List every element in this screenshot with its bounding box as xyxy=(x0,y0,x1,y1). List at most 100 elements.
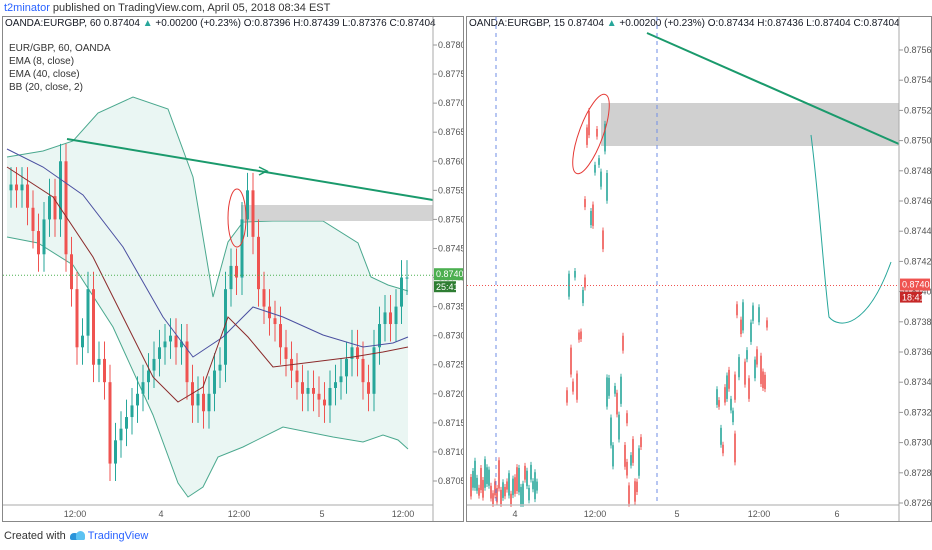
left-candle-body xyxy=(92,289,95,365)
legend-ema-8[interactable]: EMA (8, close) xyxy=(9,56,75,67)
right-candle-body xyxy=(510,493,512,504)
left-candle-body xyxy=(383,312,387,325)
left-ema-8 xyxy=(6,166,409,403)
left-candle-body xyxy=(26,184,29,208)
left-y-tick-label: 0.87300 xyxy=(438,331,463,341)
left-candle-body xyxy=(97,358,101,365)
left-x-tick-label: 5 xyxy=(319,509,324,519)
left-candle-body xyxy=(174,335,178,348)
left-candle-body xyxy=(53,196,57,220)
right-candle-body xyxy=(472,471,474,488)
right-symbol: OANDA:EURGBP, 15 xyxy=(469,18,565,29)
right-candle-body xyxy=(726,375,728,399)
legend-bb[interactable]: BB (20, close, 2) xyxy=(9,82,83,93)
left-candle-body xyxy=(163,341,167,348)
left-candle-body xyxy=(334,382,337,388)
right-candle-body xyxy=(748,378,750,399)
left-y-tick-label: 0.87150 xyxy=(438,418,463,428)
chart-panel-15m[interactable]: OANDA:EURGBP, 15 0.87404 ▲ +0.00200 (+0.… xyxy=(466,16,932,522)
right-candle-body xyxy=(582,289,584,304)
publish-info: published on TradingView.com, April 05, … xyxy=(49,2,331,14)
right-candle-body xyxy=(626,413,628,424)
legend-ema-40[interactable]: EMA (40, close) xyxy=(9,69,80,80)
right-candle-body xyxy=(718,400,720,407)
left-candle-body xyxy=(185,341,189,383)
author-link[interactable]: t2minator xyxy=(4,2,50,14)
right-ohlc: O:0.87434 H:0.87436 L:0.87404 C:0.87404 xyxy=(707,18,900,29)
left-candle-body xyxy=(356,347,359,359)
left-candle-body xyxy=(207,393,211,412)
left-candle-body xyxy=(169,335,172,342)
left-countdown-text: 25:41 xyxy=(436,282,459,292)
left-candle-body xyxy=(37,231,40,255)
left-candle-body xyxy=(119,428,123,441)
chart-panel-60m[interactable]: OANDA:EURGBP, 60 0.87404 ▲ +0.00200 (+0.… xyxy=(2,16,464,522)
right-y-tick-label: 0.87440 xyxy=(904,226,931,236)
right-change: +0.00200 (+0.23%) xyxy=(619,18,705,29)
right-candle-body xyxy=(482,479,484,498)
right-candle-body xyxy=(758,307,760,323)
right-candle-body xyxy=(566,390,568,403)
left-candle-body xyxy=(147,370,150,383)
right-candle-body xyxy=(754,359,756,379)
right-candle-body xyxy=(496,487,498,503)
left-candle-body xyxy=(306,387,310,394)
right-projection-curve xyxy=(810,134,892,324)
right-last: 0.87404 xyxy=(567,18,604,29)
right-candle-body xyxy=(618,414,620,440)
right-candle-body xyxy=(590,210,592,226)
right-y-tick-label: 0.87520 xyxy=(904,105,931,115)
left-candle-body xyxy=(103,358,106,383)
right-y-tick-label: 0.87360 xyxy=(904,347,931,357)
right-candle-body xyxy=(738,357,740,378)
left-candle-body xyxy=(224,289,227,365)
right-candle-body xyxy=(744,361,746,385)
right-y-tick-label: 0.87480 xyxy=(904,166,931,176)
right-candle-body xyxy=(762,371,764,389)
right-candle-body xyxy=(750,322,752,342)
right-candle-body xyxy=(592,204,594,226)
left-candle-body xyxy=(213,370,216,394)
right-candle-body xyxy=(626,461,628,476)
left-candle-body xyxy=(323,399,326,406)
right-chart-svg[interactable]: 0.87260 0.87280 0.87300 0.87320 0.87340 0.873… xyxy=(467,17,931,521)
right-candle-body xyxy=(500,489,502,504)
left-chart-svg[interactable]: 0.87050 0.87100 0.87150 0.87200 0.87250 0.873… xyxy=(3,17,463,521)
right-candle-body xyxy=(624,444,626,467)
left-x-tick-label: 12:00 xyxy=(64,509,87,519)
left-candle-body xyxy=(42,219,46,255)
right-candle-body xyxy=(476,477,478,491)
right-candle-body xyxy=(494,481,496,496)
left-y-tick-label: 0.87600 xyxy=(438,156,463,166)
right-candle-body xyxy=(720,427,722,445)
right-candle-body xyxy=(620,376,622,404)
tradingview-logo-icon xyxy=(69,531,86,541)
left-ema-40 xyxy=(6,148,409,358)
left-y-tick-label: 0.87500 xyxy=(438,214,463,224)
right-candle-body xyxy=(584,199,586,208)
right-candle-body xyxy=(488,469,490,486)
left-candle-body xyxy=(372,347,376,394)
right-candle-body xyxy=(742,302,744,331)
legend-series[interactable]: EUR/GBP, 60, OANDA xyxy=(9,43,111,54)
left-candle-body xyxy=(284,347,288,359)
left-highlight-ellipse xyxy=(227,188,247,248)
right-candle-body xyxy=(524,465,526,480)
right-y-tick-label: 0.87300 xyxy=(904,438,931,448)
right-candle-body xyxy=(622,335,624,351)
left-legend: EUR/GBP, 60, OANDA EMA (8, close) EMA (4… xyxy=(9,42,111,94)
left-candle-body xyxy=(317,393,321,400)
right-candle-body xyxy=(518,467,520,493)
left-y-tick-label: 0.87550 xyxy=(438,185,463,195)
right-candle-body xyxy=(598,158,600,165)
right-candle-body xyxy=(570,347,572,375)
right-y-tick-label: 0.87340 xyxy=(904,377,931,387)
footer: Created with TradingView xyxy=(4,530,148,542)
right-candle-body xyxy=(470,476,472,497)
left-candle-body xyxy=(246,190,249,220)
right-candle-body xyxy=(572,381,574,392)
left-candle-body xyxy=(180,341,183,348)
right-candle-body xyxy=(480,467,482,491)
tradingview-link[interactable]: TradingView xyxy=(87,530,149,542)
right-candle-body xyxy=(628,485,630,504)
